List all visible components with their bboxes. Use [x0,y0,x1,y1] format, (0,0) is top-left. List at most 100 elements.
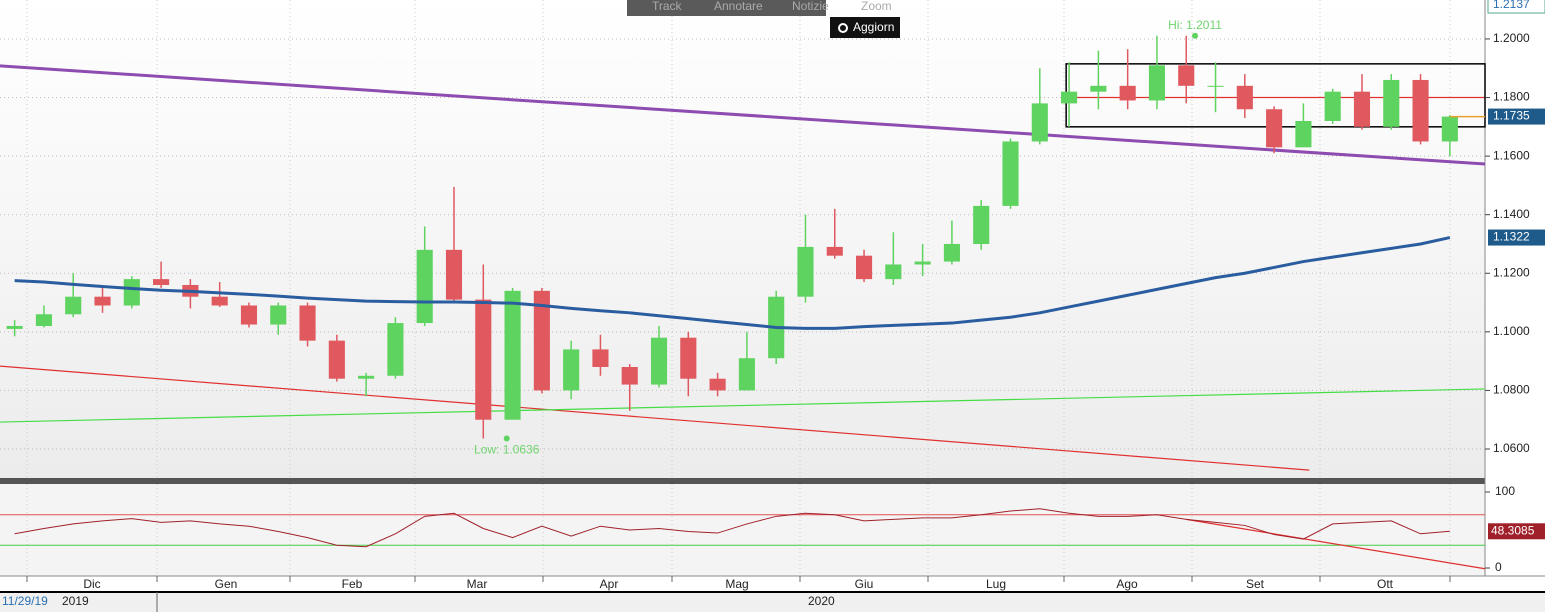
candle-body [153,279,170,285]
y-tick-label: 1.1600 [1493,148,1530,162]
candle-body [855,255,873,280]
candle-body [65,296,82,315]
price-label: 1.1735 [1493,109,1530,123]
y-tick-label: 1.0800 [1493,383,1530,397]
candle-body [1236,85,1253,110]
candle-body [211,296,228,306]
candle-body [1061,91,1078,104]
candle-body [1031,103,1048,142]
rsi-badge [1488,523,1545,540]
x-tick-label: Mar [467,577,488,591]
x-tick-label: Ott [1377,577,1394,591]
candle-body [94,296,111,306]
candle-body [1148,65,1166,101]
rsi-line [14,508,1450,548]
candle-body [1207,85,1224,87]
candle-body [416,249,433,324]
x-tick-label: Ago [1116,577,1138,591]
candle-body [914,261,931,265]
y-tick-label: 1.2000 [1493,31,1530,45]
candle-body [123,279,140,306]
candle-body [240,305,258,325]
year-label: 2019 [62,594,89,608]
x-tick-label: Apr [600,577,619,591]
rsi-trend [1186,518,1486,570]
candle-body [1441,116,1458,142]
candle-body [358,375,375,379]
candle-body [1295,120,1312,148]
candle-body [826,246,843,256]
trend-line [0,365,1310,471]
candle-body [1266,109,1283,148]
candle-body [680,337,697,379]
x-tick-label: Gen [215,577,238,591]
candle-body [475,299,492,420]
candle-body [563,349,580,391]
price-badge [1488,229,1545,246]
candle-body [621,366,638,385]
update-icon [838,23,848,33]
update-button[interactable] [830,17,900,38]
toolbar-button[interactable]: Track [652,0,683,13]
trend-line [0,64,1486,166]
candle-body [270,305,287,325]
trend-line [0,388,1486,423]
rsi-tick-label: 100 [1495,484,1515,498]
candle-body [797,246,814,297]
candle-body [650,337,668,385]
candle-body [592,349,609,367]
price-label: 1.2137 [1493,0,1530,11]
x-tick-label: Set [1246,577,1265,591]
candle-body [1178,65,1195,86]
y-tick-label: 1.1000 [1493,324,1530,338]
candle-body [1324,91,1341,121]
x-tick-label: Dic [83,577,100,591]
year-label: 2020 [808,594,835,608]
rsi-label: 48.3085 [1491,523,1535,537]
candle-body [885,264,902,280]
candle-body [738,358,755,391]
start-date: 11/29/19 [2,594,48,608]
candle-body [445,249,463,300]
candle-body [504,290,521,420]
annotation-point [503,435,510,442]
annotation: Hi: 1.2011 [1168,18,1222,32]
annotation-point [1192,32,1199,39]
moving-average [14,236,1451,330]
rsi-tick-label: 0 [1495,560,1502,574]
candle-body [299,305,316,341]
toolbar-button[interactable]: Annotare [714,0,763,13]
candle-body [1412,79,1429,142]
candle-body [6,325,23,329]
panel-separator [0,478,1485,484]
y-tick-label: 1.1200 [1493,265,1530,279]
candle-body [1119,85,1136,101]
candle-body [943,243,960,262]
x-tick-label: Mag [725,577,748,591]
candle-body [35,314,52,326]
y-tick-label: 1.0600 [1493,441,1530,455]
price-badge [1488,108,1545,125]
toolbar-button[interactable]: Zoom [861,0,892,13]
candle-body [973,205,990,244]
year-strip [0,592,1545,612]
candle-body [533,290,550,391]
plot-background [0,0,1485,478]
candle-body [1353,91,1371,127]
candle-body [709,378,726,391]
candle-body [1383,79,1400,127]
y-tick-label: 1.1400 [1493,207,1530,221]
price-label: 1.1322 [1493,230,1530,244]
update-label[interactable]: Aggiorn [853,20,894,34]
x-tick-label: Lug [986,577,1006,591]
toolbar-button[interactable]: Notizie [792,0,829,13]
rsi-background [0,484,1485,576]
candle-body [1002,141,1019,206]
price-badge [1487,0,1545,14]
candle-body [1090,85,1107,92]
y-tick-label: 1.1800 [1493,90,1530,104]
x-tick-label: Giu [855,577,874,591]
x-tick-label: Feb [342,577,363,591]
